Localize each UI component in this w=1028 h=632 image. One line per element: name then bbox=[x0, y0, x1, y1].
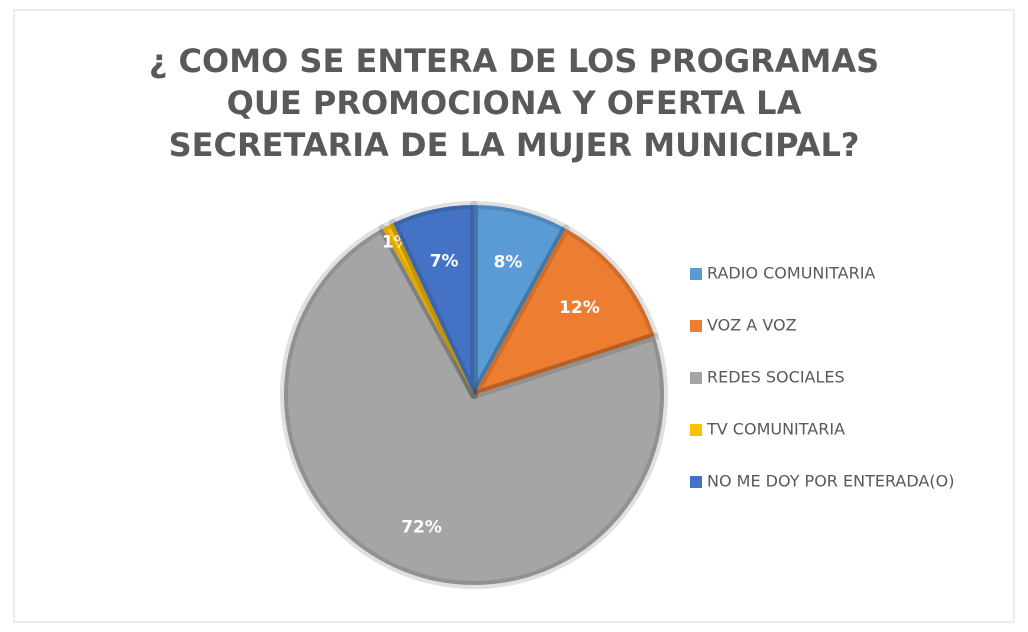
chart-title: ¿ COMO SE ENTERA DE LOS PROGRAMAS QUE PR… bbox=[148, 42, 880, 164]
data-label: 12% bbox=[559, 298, 600, 318]
data-label: 7% bbox=[430, 251, 459, 271]
pie-slice bbox=[389, 201, 478, 399]
data-label: 8% bbox=[494, 252, 523, 272]
legend-swatch bbox=[690, 268, 702, 280]
legend-label: VOZ A VOZ bbox=[707, 316, 797, 335]
data-label: 72% bbox=[401, 517, 442, 537]
legend-swatch bbox=[690, 320, 702, 332]
legend-swatch bbox=[690, 424, 702, 436]
legend-label: RADIO COMUNITARIA bbox=[707, 264, 875, 283]
legend-label: TV COMUNITARIA bbox=[706, 420, 845, 439]
pie-slice bbox=[280, 224, 668, 589]
legend-swatch bbox=[690, 476, 702, 488]
legend-label: REDES SOCIALES bbox=[707, 368, 845, 387]
legend-label: NO ME DOY POR ENTERADA(O) bbox=[707, 472, 954, 491]
pie-slice bbox=[470, 201, 570, 399]
pie-slice bbox=[378, 219, 478, 399]
legend-swatch bbox=[690, 372, 702, 384]
pie-slice bbox=[470, 224, 659, 399]
